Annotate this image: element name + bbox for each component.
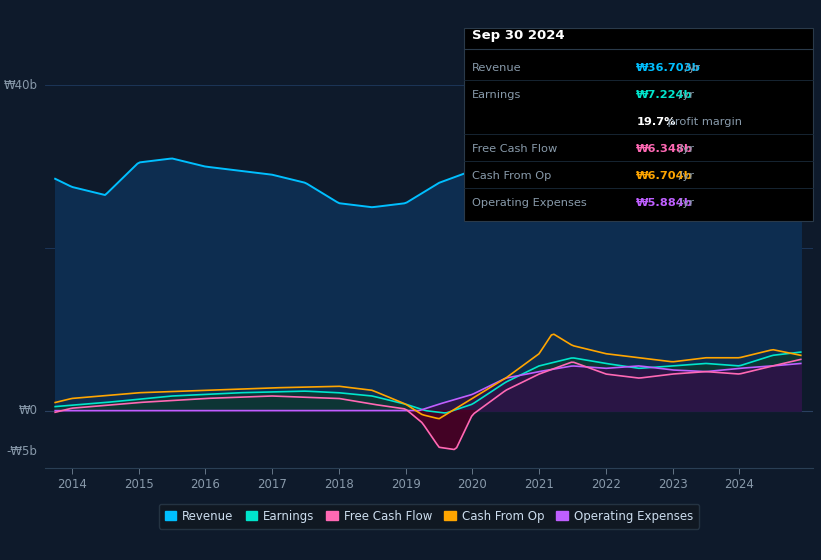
Text: Sep 30 2024: Sep 30 2024 [472, 29, 565, 42]
Text: ₩5.884b: ₩5.884b [636, 198, 693, 208]
Text: ₩36.703b: ₩36.703b [636, 63, 701, 73]
Text: ₩6.348b: ₩6.348b [636, 144, 694, 154]
Text: profit margin: profit margin [664, 117, 742, 127]
Legend: Revenue, Earnings, Free Cash Flow, Cash From Op, Operating Expenses: Revenue, Earnings, Free Cash Flow, Cash … [158, 504, 699, 529]
Text: /yr: /yr [681, 63, 700, 73]
Text: ₩40b: ₩40b [3, 79, 38, 92]
Text: 19.7%: 19.7% [636, 117, 676, 127]
Text: Earnings: Earnings [472, 90, 521, 100]
Text: /yr: /yr [676, 90, 695, 100]
Text: ₩7.224b: ₩7.224b [636, 90, 693, 100]
Text: Cash From Op: Cash From Op [472, 171, 552, 181]
Text: -₩5b: -₩5b [7, 445, 38, 458]
Text: /yr: /yr [676, 198, 695, 208]
Text: ₩0: ₩0 [19, 404, 38, 417]
Text: Revenue: Revenue [472, 63, 521, 73]
Text: /yr: /yr [676, 171, 695, 181]
Text: Operating Expenses: Operating Expenses [472, 198, 587, 208]
Text: /yr: /yr [676, 144, 695, 154]
Text: Free Cash Flow: Free Cash Flow [472, 144, 557, 154]
Text: ₩6.704b: ₩6.704b [636, 171, 693, 181]
